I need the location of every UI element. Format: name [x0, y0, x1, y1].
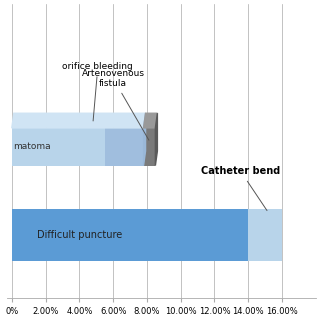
- Bar: [144, 128, 156, 166]
- Bar: [248, 209, 282, 261]
- Polygon shape: [156, 113, 157, 166]
- Bar: [12, 128, 105, 166]
- Polygon shape: [144, 113, 146, 166]
- Polygon shape: [12, 113, 146, 128]
- Text: Catheter bend: Catheter bend: [201, 166, 280, 211]
- Bar: [105, 128, 144, 166]
- Bar: [12, 209, 248, 261]
- Text: Artenovenous
fistula: Artenovenous fistula: [82, 69, 149, 140]
- Text: matoma: matoma: [13, 142, 51, 151]
- Text: orifice bleeding: orifice bleeding: [62, 62, 133, 121]
- Polygon shape: [144, 113, 157, 128]
- Text: Difficult puncture: Difficult puncture: [37, 230, 122, 240]
